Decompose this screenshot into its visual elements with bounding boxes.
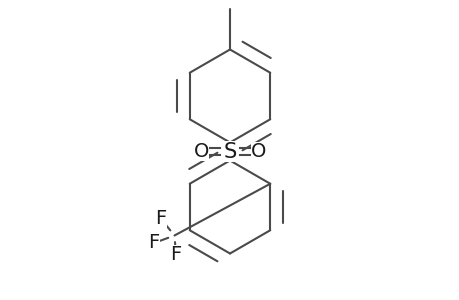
Text: F: F — [170, 245, 181, 265]
Text: F: F — [148, 233, 159, 253]
Text: O: O — [193, 142, 209, 161]
Text: O: O — [250, 142, 266, 161]
Text: S: S — [223, 142, 236, 161]
Text: F: F — [155, 209, 166, 229]
